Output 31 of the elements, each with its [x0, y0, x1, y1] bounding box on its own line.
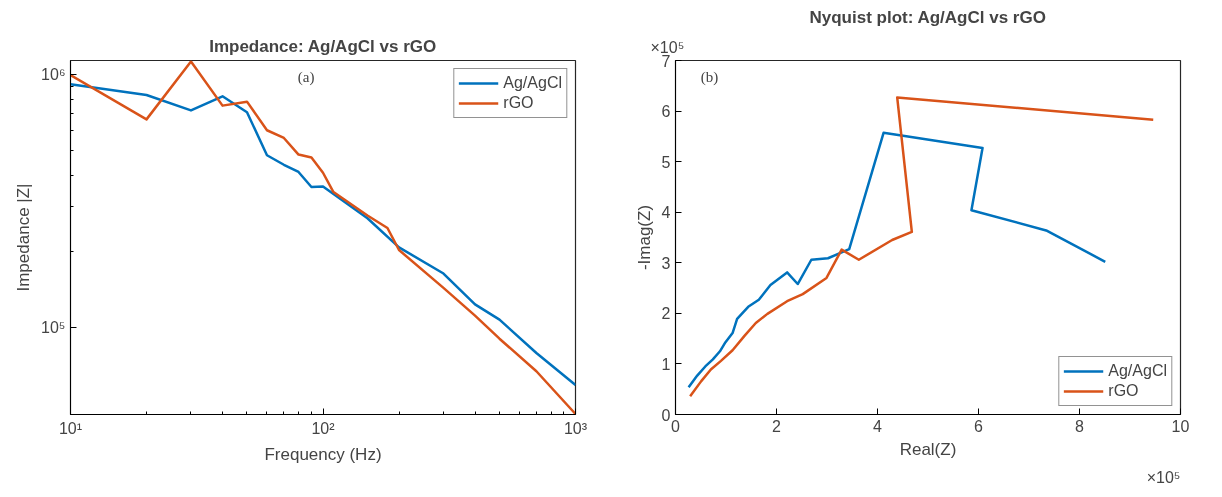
legend-label: Ag/AgCl [503, 74, 562, 92]
chart-title: Nyquist plot: Ag/AgCl vs rGO [809, 7, 1046, 27]
chart-title: Impedance: Ag/AgCl vs rGO [209, 36, 437, 56]
x-tick-label: 10 [1171, 417, 1190, 435]
y-tick-label: 1 [661, 355, 671, 373]
x-tick-label: 10³ [563, 419, 588, 437]
y-axis-title: -Imag(Z) [634, 204, 654, 271]
x-tick-label: 6 [974, 417, 984, 435]
x-axis-title: Real(Z) [899, 439, 957, 459]
line-series [687, 131, 1107, 389]
y-tick-label: 2 [661, 305, 671, 323]
legend-label: Ag/AgCl [1108, 362, 1167, 380]
x-tick-label: 4 [873, 417, 883, 435]
y-tick-label: 10⁵ [41, 318, 66, 336]
text: ×10⁵ [1146, 468, 1181, 486]
y-axis-title: Impedance |Z| [14, 183, 34, 292]
y-tick-label: 3 [661, 254, 671, 272]
x-tick-label: 2 [772, 417, 782, 435]
x-tick-label: 10² [311, 419, 336, 437]
legend-label: rGO [1108, 382, 1139, 400]
x-tick-label: 10¹ [58, 419, 83, 437]
legend-label: rGO [503, 94, 534, 112]
x-axis-title: Frequency (Hz) [264, 444, 382, 464]
y-tick-label: 5 [661, 153, 671, 171]
y-tick-label: 4 [661, 204, 671, 222]
x-tick-label: 8 [1075, 417, 1085, 435]
y-tick-label: 0 [661, 406, 671, 424]
annotation: (b) [700, 69, 719, 87]
y-tick-label: 6 [661, 103, 671, 121]
y-tick-label: 10⁶ [41, 66, 66, 84]
annotation: (a) [297, 69, 315, 87]
